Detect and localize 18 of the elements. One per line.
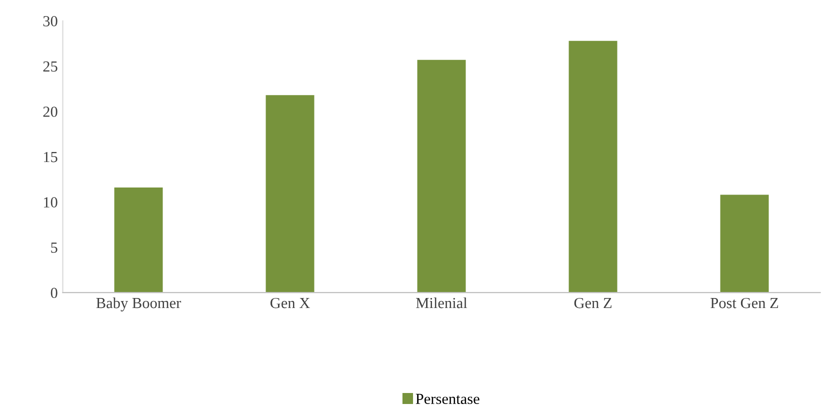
y-tick-label: 0 xyxy=(50,288,58,298)
y-tick-label: 15 xyxy=(44,152,58,162)
y-tick-label: 10 xyxy=(44,197,58,208)
bar xyxy=(720,194,769,293)
bar xyxy=(114,188,163,293)
x-tick-label: Milenial xyxy=(416,297,468,308)
x-tick-label: Gen X xyxy=(270,298,310,308)
bar xyxy=(266,95,314,293)
bar xyxy=(568,40,618,293)
legend-label: Persentase xyxy=(416,394,480,404)
x-tick-label: Post Gen Z xyxy=(710,298,778,308)
y-tick-label: 25 xyxy=(43,61,58,72)
x-tick-label: Baby Boomer xyxy=(96,297,182,312)
x-tick-label: Gen Z xyxy=(574,298,612,308)
y-tick-label: 20 xyxy=(43,106,58,117)
bar xyxy=(417,60,466,293)
y-tick-label: 30 xyxy=(43,16,58,26)
y-tick-label: 5 xyxy=(51,242,58,253)
